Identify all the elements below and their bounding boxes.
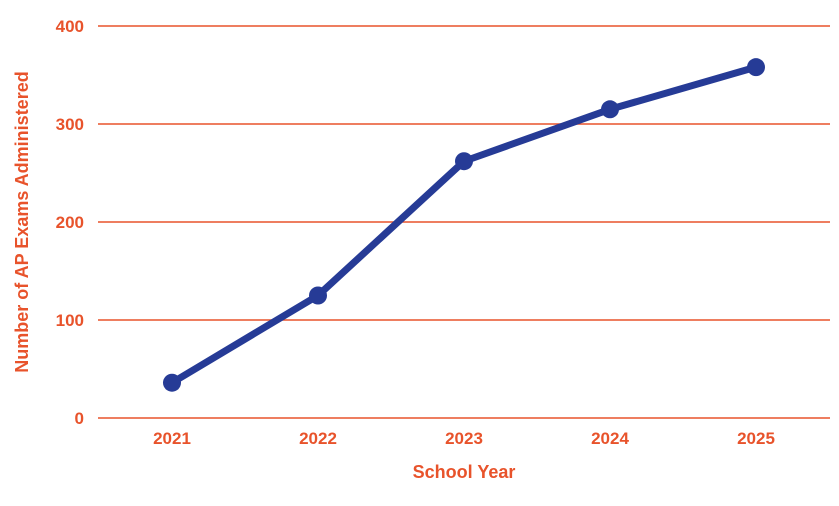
data-point	[747, 58, 765, 77]
y-tick-label: 400	[56, 17, 84, 36]
y-tick-label: 200	[56, 213, 84, 232]
x-tick-label: 2024	[591, 429, 629, 448]
gridlines	[98, 25, 830, 419]
data-point	[601, 100, 619, 119]
x-axis-ticks: 2021 2022 2023 2024 2025	[153, 429, 775, 448]
x-tick-label: 2021	[153, 429, 191, 448]
y-tick-label: 0	[75, 409, 84, 428]
x-tick-label: 2025	[737, 429, 775, 448]
data-point	[163, 373, 181, 392]
y-tick-label: 100	[56, 311, 84, 330]
series-line	[168, 63, 760, 387]
y-axis-title: Number of AP Exams Administered	[12, 71, 32, 372]
x-tick-label: 2022	[299, 429, 337, 448]
series	[163, 58, 765, 392]
data-point	[309, 286, 327, 305]
y-axis-ticks: 0 100 200 300 400	[56, 17, 84, 428]
data-point	[455, 152, 473, 171]
y-tick-label: 300	[56, 115, 84, 134]
x-axis-title: School Year	[413, 462, 516, 482]
x-tick-label: 2023	[445, 429, 483, 448]
